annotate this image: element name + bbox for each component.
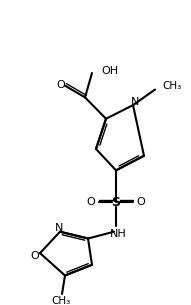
Text: O: O <box>57 80 65 90</box>
Text: S: S <box>112 196 121 209</box>
Text: N: N <box>55 223 63 233</box>
Text: O: O <box>137 198 145 207</box>
Text: NH: NH <box>110 229 126 239</box>
Text: N: N <box>131 97 139 107</box>
Text: CH₃: CH₃ <box>162 81 181 91</box>
Text: O: O <box>31 251 39 261</box>
Text: CH₃: CH₃ <box>51 296 71 305</box>
Text: O: O <box>87 198 95 207</box>
Text: OH: OH <box>101 66 118 76</box>
